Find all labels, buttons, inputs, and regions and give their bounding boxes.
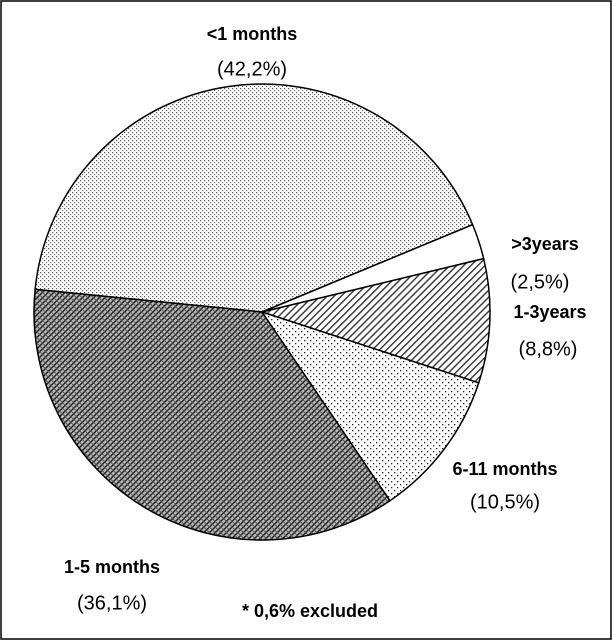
slice-value-label: (42,2%)	[217, 58, 287, 80]
slice-label: >3years	[511, 234, 579, 254]
slice-label: 1-3years	[513, 302, 586, 322]
slice-label: 6-11 months	[452, 459, 557, 479]
pie-slice	[33, 288, 391, 541]
annotation: * 0,6% excluded	[242, 601, 378, 621]
pie-slice	[259, 257, 491, 384]
slice-value-label: (2,5%)	[511, 271, 570, 293]
pie-slice	[260, 310, 480, 502]
slice-label: 1-5 months	[64, 557, 160, 577]
slice-value-label: (10,5%)	[470, 491, 540, 513]
slice-label: <1 months	[207, 24, 298, 44]
slice-value-label: (36,1%)	[77, 592, 147, 614]
slice-value-label: (8,8%)	[519, 338, 578, 360]
pie-slice	[34, 83, 474, 313]
